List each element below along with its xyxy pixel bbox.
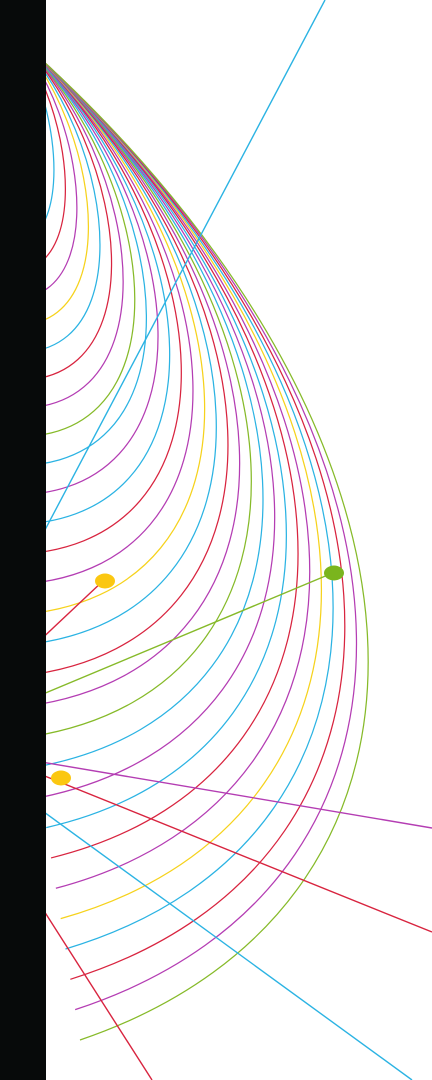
green-dot (324, 565, 344, 581)
curve-line-12 (0, 23, 159, 496)
curve-line-26 (5, 26, 322, 920)
red-ray-long (0, 757, 432, 933)
curve-line-28 (5, 27, 346, 980)
curve-line-11 (0, 23, 147, 467)
curve-line-25 (4, 26, 311, 889)
curve-line-13 (0, 24, 171, 525)
dot-markers (51, 565, 344, 786)
curve-line-20 (4, 25, 252, 738)
yellow-dot-lower (51, 770, 71, 786)
curve-bundle (0, 21, 369, 1041)
curve-line-23 (4, 26, 287, 829)
curve-line-18 (3, 25, 229, 677)
curve-line-19 (4, 25, 241, 707)
curve-line-15 (3, 24, 194, 586)
dark-vertical-band (0, 0, 46, 1080)
curve-line-17 (3, 24, 217, 647)
magenta-ray (0, 754, 432, 829)
curve-line-30 (5, 27, 369, 1041)
yellow-dot-upper (95, 573, 115, 589)
curve-line-29 (5, 27, 358, 1011)
green-ray (0, 571, 336, 713)
curve-line-16 (3, 24, 206, 616)
curve-line-9 (0, 23, 124, 409)
curve-line-24 (4, 26, 299, 859)
curve-line-21 (4, 25, 264, 768)
curve-line-22 (4, 25, 276, 798)
cyan-ray-upper (0, 0, 326, 616)
curve-line-10 (0, 23, 136, 438)
cyan-ray-lower (0, 779, 413, 1080)
curve-line-14 (2, 24, 182, 556)
